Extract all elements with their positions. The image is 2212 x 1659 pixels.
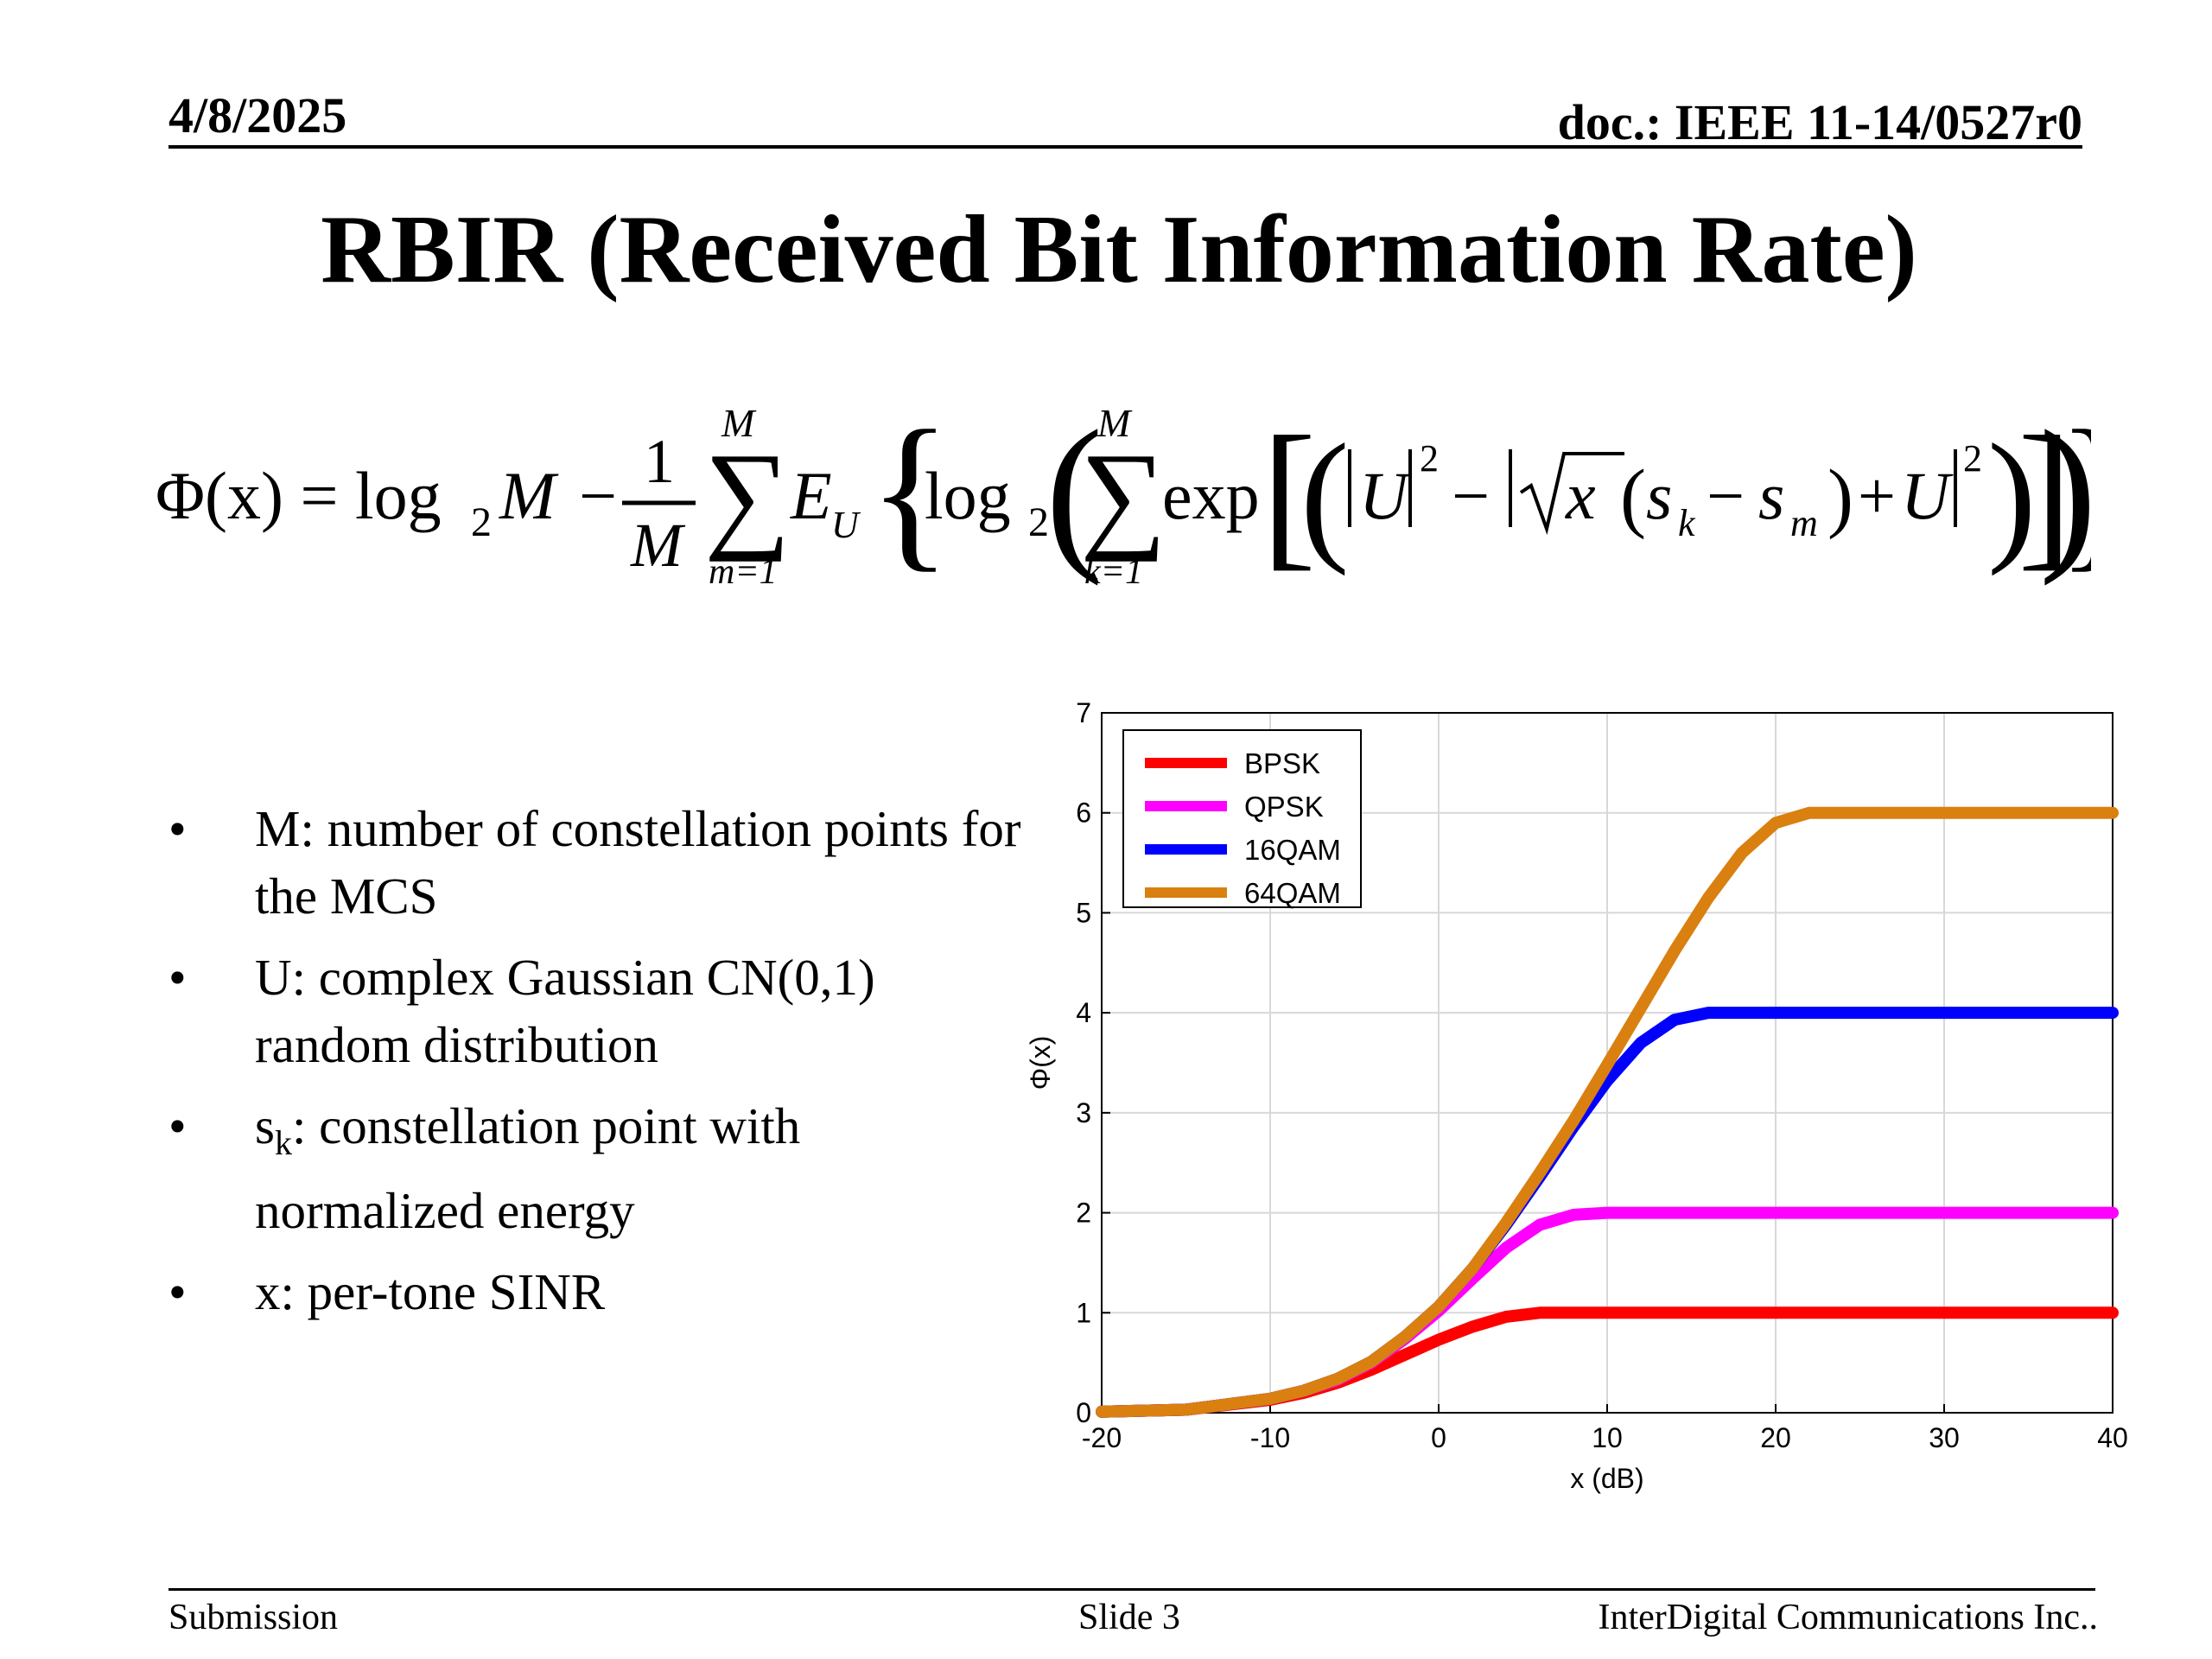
formula-sm: s (1758, 458, 1784, 533)
bracket-left: [ (1262, 406, 1316, 585)
brace-left: { (868, 406, 951, 587)
sum-bottom-k: k=1 (1084, 552, 1143, 592)
footer-submission: Submission (168, 1598, 339, 1637)
sum-sign-m: ∑ (704, 429, 791, 563)
sum-top-k: M (1096, 406, 1133, 445)
y-tick-label: 4 (1076, 997, 1091, 1028)
formula-minus2: − (1452, 458, 1490, 533)
sum-sign-k: ∑ (1080, 429, 1166, 563)
chart-svg: -20 -10 0 10 20 30 40 0 1 2 3 4 5 6 7 x (dB) Φ(x) BPSK QPS… (1025, 697, 2128, 1494)
bullet-dot: • (168, 800, 187, 857)
legend-label: BPSK (1244, 747, 1320, 779)
bullet-text-sub: k (274, 1122, 292, 1162)
bullet-dot: • (168, 1097, 187, 1154)
bullet-text: M: number of constellation points for th… (255, 800, 1021, 925)
bullet-dot: • (168, 1262, 187, 1320)
x-tick-label: 20 (1760, 1422, 1791, 1453)
paren-right: ) (2039, 406, 2091, 587)
x-tick-label: -20 (1082, 1422, 1122, 1453)
formula-k: k (1678, 502, 1696, 544)
paren-inner-right: ) (1987, 414, 2037, 576)
legend-label: QPSK (1244, 791, 1324, 823)
x-tick-label: -10 (1250, 1422, 1290, 1453)
y-tick-label: 6 (1076, 798, 1091, 829)
formula-minus: − (579, 458, 617, 533)
sqrt-sign (1519, 452, 1624, 536)
formula-U2: U (1901, 458, 1954, 533)
formula-U: U (1359, 458, 1412, 533)
formula-sq2: 2 (1963, 437, 1982, 480)
x-axis-label: x (dB) (1570, 1463, 1643, 1494)
x-tick-label: 0 (1431, 1422, 1446, 1453)
y-tick-label: 7 (1076, 697, 1091, 728)
y-tick-label: 3 (1076, 1097, 1091, 1128)
formula-sq1: 2 (1420, 437, 1439, 480)
x-tick-label: 10 (1592, 1422, 1623, 1453)
y-tick-label: 0 (1076, 1397, 1091, 1428)
bullet-item: • x: per-tone SINR (168, 1258, 1033, 1325)
formula-M-denom: M (630, 511, 686, 580)
series-line-64qam (1096, 806, 2119, 1418)
formula-E-sub: U (831, 504, 861, 546)
y-tick-label: 2 (1076, 1198, 1091, 1229)
y-tick-label: 1 (1076, 1297, 1091, 1328)
sum-top-m: M (721, 406, 757, 445)
brace-right: } (2056, 406, 2091, 587)
sum-bottom-m: m=1 (709, 552, 778, 592)
slide-title: RBIR (Received Bit Information Rate) (321, 196, 1917, 303)
formula-m: m (1790, 502, 1818, 544)
header-date: 4/8/2025 (168, 87, 347, 143)
x-tick-label: 30 (1929, 1422, 1960, 1453)
footer-slide-number: Slide 3 (1078, 1598, 1180, 1637)
formula-sk: s (1646, 458, 1672, 533)
bullet-list: • M: number of constellation points for … (168, 795, 1033, 1339)
formula-minus3: − (1707, 458, 1745, 533)
legend-label: 64QAM (1244, 877, 1341, 909)
header-doc-id: doc.: IEEE 11-14/0527r0 (1557, 94, 2082, 150)
formula-M: M (499, 458, 559, 533)
bullet-text: x: per-tone SINR (255, 1262, 606, 1320)
bullet-text-pre: s (255, 1097, 275, 1154)
bullet-item: • M: number of constellation points for … (168, 795, 1033, 930)
header-rule (168, 145, 2082, 149)
formula-log2: log (925, 458, 1011, 533)
y-axis-label: Φ(x) (1025, 1036, 1056, 1090)
formula-x: x (1565, 458, 1596, 533)
bullet-item: • sk: constellation point with normalize… (168, 1092, 1033, 1244)
formula-exp: exp (1162, 458, 1260, 533)
rbir-chart: -20 -10 0 10 20 30 40 0 1 2 3 4 5 6 7 x (dB) Φ(x) BPSK QPS… (1002, 691, 2143, 1521)
legend-label: 16QAM (1244, 834, 1341, 866)
formula-E: E (790, 458, 832, 533)
bullet-dot: • (168, 949, 187, 1006)
paren-s-right: ) (1827, 454, 1853, 540)
paren-inner-left: ( (1300, 414, 1350, 576)
paren-s-left: ( (1620, 454, 1646, 540)
footer-company: InterDigital Communications Inc.. (1598, 1598, 2098, 1637)
formula-sub: 2 (471, 499, 492, 545)
formula-log-sub: 2 (1028, 499, 1049, 545)
x-tick-label: 40 (2097, 1422, 2128, 1453)
bullet-text: U: complex Gaussian CN(0,1) random distr… (255, 949, 875, 1073)
bracket-right: ] (2018, 406, 2072, 585)
formula-lhs: Φ(x) = log (156, 458, 442, 533)
footer-rule (168, 1588, 2095, 1591)
formula-one: 1 (644, 427, 675, 496)
paren-left: ( (1046, 406, 1103, 587)
bullet-item: • U: complex Gaussian CN(0,1) random dis… (168, 944, 1033, 1078)
formula-plus: + (1858, 458, 1896, 533)
bullet-text-post: : constellation point with normalized en… (255, 1097, 801, 1239)
y-tick-label: 5 (1076, 897, 1091, 928)
rbir-formula: Φ(x) = log 2 M − 1 M M ∑ m=1 E U { log 2… (156, 396, 2139, 613)
